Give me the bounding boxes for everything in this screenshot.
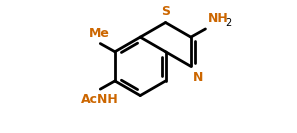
Text: NH: NH	[207, 12, 228, 25]
Text: N: N	[193, 71, 203, 84]
Text: S: S	[161, 5, 170, 18]
Text: Me: Me	[89, 27, 110, 40]
Text: AcNH: AcNH	[80, 93, 118, 106]
Text: 2: 2	[225, 18, 231, 28]
